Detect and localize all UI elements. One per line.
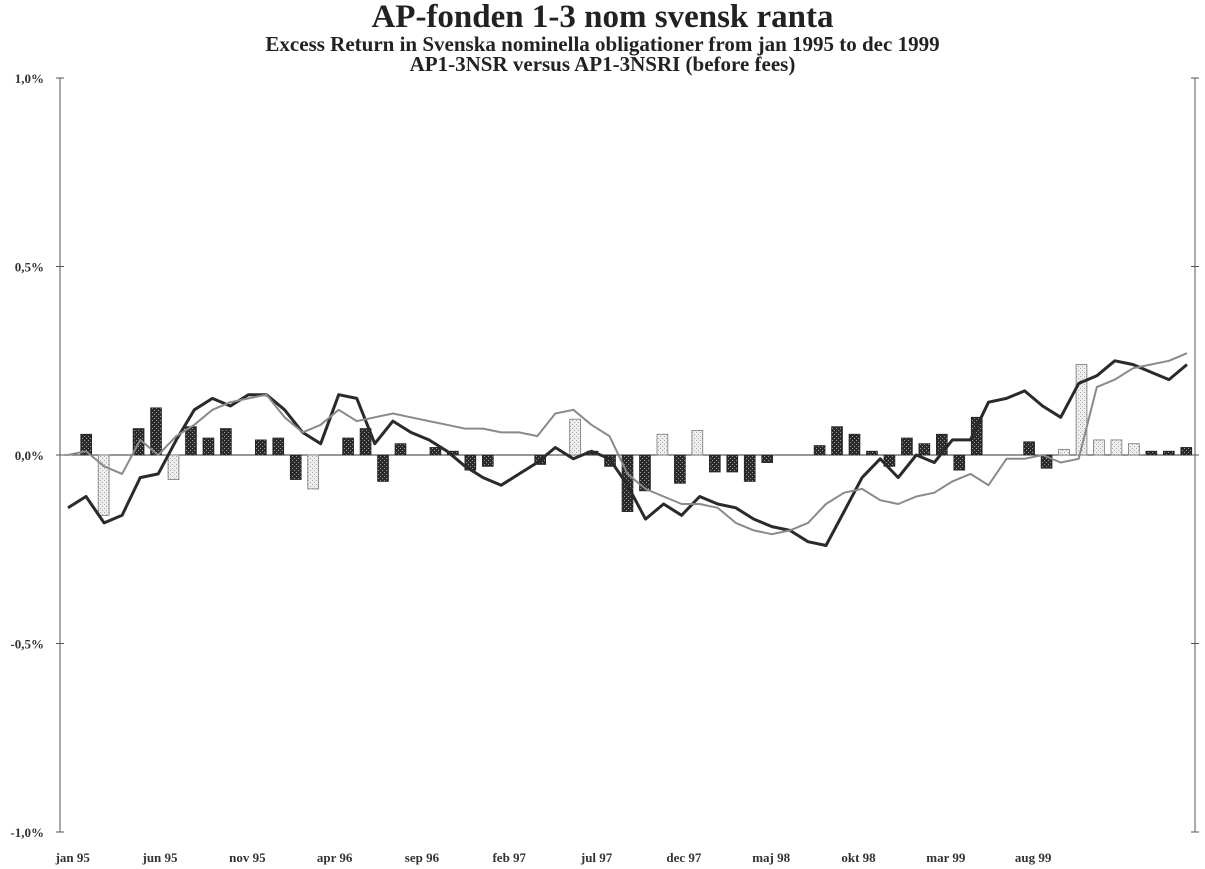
- x-tick-label: feb 97: [492, 850, 526, 865]
- bar: [254, 439, 267, 456]
- x-tick-label: dec 97: [666, 850, 702, 865]
- bar: [80, 433, 93, 456]
- y-tick-label: 0,5%: [15, 260, 44, 275]
- x-tick-label: apr 96: [317, 850, 353, 865]
- bar: [1040, 454, 1053, 469]
- bar: [1093, 439, 1105, 456]
- bar: [848, 433, 861, 456]
- chart-titles: AP-fonden 1-3 nom svensk ranta Excess Re…: [0, 0, 1205, 76]
- bar: [901, 437, 913, 456]
- bar: [918, 443, 931, 456]
- bar: [691, 430, 704, 456]
- bar-group: [80, 364, 1193, 516]
- bar: [1075, 364, 1088, 456]
- y-tick-label: -1,0%: [10, 825, 44, 840]
- bar: [359, 428, 372, 456]
- series-line-light: [67, 352, 1188, 536]
- bar: [150, 407, 162, 456]
- line-group: [67, 352, 1188, 547]
- bar: [953, 454, 966, 471]
- bar: [289, 454, 302, 480]
- bar: [185, 426, 197, 456]
- bar: [708, 454, 721, 473]
- bar: [307, 454, 320, 490]
- bar: [639, 454, 651, 492]
- y-tick-label: 0,0%: [15, 448, 44, 463]
- bar: [342, 437, 354, 456]
- x-tick-label: sep 96: [405, 850, 440, 865]
- x-tick-label: jul 97: [580, 850, 613, 865]
- y-tick-label: -0,5%: [10, 637, 44, 652]
- bar: [377, 454, 389, 482]
- bar: [429, 447, 442, 456]
- x-tick-label: mar 99: [926, 850, 966, 865]
- bar: [167, 454, 180, 480]
- bar: [394, 443, 407, 456]
- bar: [481, 454, 494, 467]
- bar: [866, 450, 878, 456]
- bar: [220, 428, 232, 456]
- series-line-dark: [67, 359, 1188, 547]
- bar: [1145, 450, 1158, 456]
- bar: [202, 437, 215, 456]
- bar: [1058, 448, 1070, 456]
- bar: [1110, 439, 1123, 456]
- bar: [1180, 447, 1193, 456]
- bar: [1023, 441, 1035, 456]
- bar: [272, 437, 285, 456]
- chart-title: AP-fonden 1-3 nom svensk ranta: [371, 0, 834, 35]
- y-tick-label: 1,0%: [15, 71, 44, 86]
- bar: [97, 454, 110, 516]
- chart-subtitle: Excess Return in Svenska nominella oblig…: [265, 32, 940, 56]
- bar: [674, 454, 686, 484]
- bar: [1128, 443, 1140, 456]
- x-tick-label: aug 99: [1015, 850, 1052, 865]
- bar: [569, 418, 581, 456]
- bar: [743, 454, 756, 482]
- x-tick-label: nov 95: [229, 850, 266, 865]
- x-tick-label: jan 95: [55, 850, 91, 865]
- x-tick-label: maj 98: [752, 850, 790, 865]
- x-tick-label: jun 95: [142, 850, 179, 865]
- bar: [761, 454, 774, 463]
- bar: [656, 433, 669, 456]
- bar: [831, 426, 843, 456]
- bar: [1162, 450, 1175, 456]
- bar: [813, 445, 826, 456]
- tick-labels: 1,0% 0,5% 0,0% -0,5% -1,0% jan 95 jun 95 nov 95…: [10, 71, 1051, 865]
- bar: [726, 454, 739, 473]
- chart-subtitle-2: AP1-3NSR versus AP1-3NSRI (before fees): [409, 52, 796, 76]
- x-tick-label: okt 98: [841, 850, 876, 865]
